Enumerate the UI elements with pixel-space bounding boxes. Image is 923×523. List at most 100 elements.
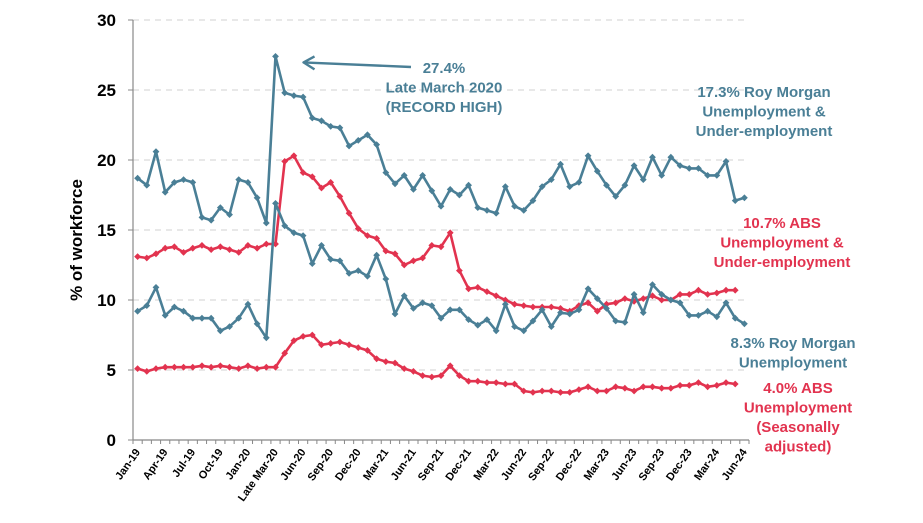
data-point [364, 232, 371, 239]
data-point [704, 291, 712, 298]
data-point [419, 299, 427, 307]
data-point [529, 197, 537, 204]
data-point [455, 306, 463, 314]
data-point [180, 249, 187, 256]
data-point [428, 302, 436, 309]
data-point [492, 327, 500, 335]
data-point [639, 176, 647, 183]
data-point [676, 291, 684, 298]
x-tick-label: Dec-21 [444, 447, 475, 483]
data-point [465, 377, 472, 385]
data-point [216, 362, 224, 370]
data-point [593, 307, 601, 315]
data-point [161, 363, 169, 371]
data-point [722, 286, 730, 294]
data-point [281, 89, 289, 97]
series-line [137, 333, 736, 394]
data-point [318, 117, 325, 125]
data-point [455, 372, 463, 379]
data-point [428, 373, 436, 381]
data-point [207, 363, 215, 371]
data-point [474, 377, 482, 385]
data-point [170, 303, 178, 311]
data-point [557, 160, 564, 168]
data-point [336, 193, 344, 200]
data-point [474, 204, 482, 211]
data-point [566, 310, 574, 318]
x-tick-label: Sep-22 [526, 447, 557, 483]
data-point [465, 181, 472, 189]
data-point [538, 183, 546, 190]
data-point [262, 363, 270, 371]
data-point [180, 363, 187, 371]
data-point [713, 382, 721, 389]
data-point [290, 152, 298, 160]
x-tick-label: Mar-22 [471, 447, 501, 483]
x-tick-label: Jun-22 [499, 447, 529, 483]
annotation-line: Unemployment & [702, 104, 826, 121]
data-point [382, 358, 390, 365]
data-point [603, 181, 610, 189]
data-point [621, 384, 629, 392]
series-2 [134, 152, 739, 315]
data-point [455, 267, 463, 274]
annotation-line: Unemployment [744, 400, 852, 417]
data-point [511, 380, 518, 388]
data-point [189, 363, 197, 371]
data-point [327, 179, 335, 186]
data-point [584, 383, 592, 391]
data-point [152, 148, 160, 155]
data-point [152, 250, 160, 258]
data-point [189, 244, 197, 252]
data-point [658, 296, 666, 304]
data-point [474, 321, 482, 329]
data-point [262, 219, 270, 227]
data-point [741, 194, 748, 202]
data-point [327, 256, 335, 263]
annotation-line: (RECORD HIGH) [386, 99, 503, 116]
y-tick-label: 20 [97, 151, 116, 170]
data-point [290, 92, 298, 99]
data-point [410, 368, 417, 375]
data-point [354, 267, 362, 274]
annotation-line: Under-employment [696, 123, 833, 140]
annotation-line: 4.0% ABS [763, 380, 832, 397]
annotation-arrow [303, 61, 412, 69]
data-point [419, 372, 427, 379]
data-point [226, 246, 233, 253]
data-point [152, 284, 160, 291]
data-point [612, 193, 620, 200]
data-point [336, 338, 344, 346]
data-point [272, 363, 279, 371]
data-point [382, 247, 390, 255]
data-point [584, 299, 592, 307]
annotation-line: 10.7% ABS [743, 215, 821, 232]
data-point [198, 314, 206, 322]
data-point [419, 254, 427, 262]
data-point [557, 389, 564, 396]
data-point [593, 295, 601, 302]
data-point [538, 387, 546, 395]
data-point [557, 309, 564, 316]
data-point [400, 292, 408, 300]
data-point [474, 284, 482, 291]
data-point [226, 211, 233, 218]
data-point [538, 306, 546, 314]
annotation-line: adjusted) [765, 439, 832, 456]
data-point [731, 197, 739, 204]
data-point [327, 340, 335, 347]
data-point [410, 257, 417, 265]
data-point [437, 243, 445, 251]
y-axis-label: % of workforce [67, 179, 86, 301]
data-point [704, 383, 712, 391]
data-point [483, 288, 491, 295]
annotation-line: 17.3% Roy Morgan [697, 84, 830, 101]
data-point [226, 363, 233, 371]
y-axis-ticks: 0 5 10 15 20 25 30 [97, 11, 133, 450]
data-point [465, 285, 472, 293]
data-point [382, 169, 390, 176]
data-point [170, 363, 178, 371]
data-point [639, 383, 647, 391]
data-point [501, 300, 509, 308]
data-point [465, 316, 472, 323]
